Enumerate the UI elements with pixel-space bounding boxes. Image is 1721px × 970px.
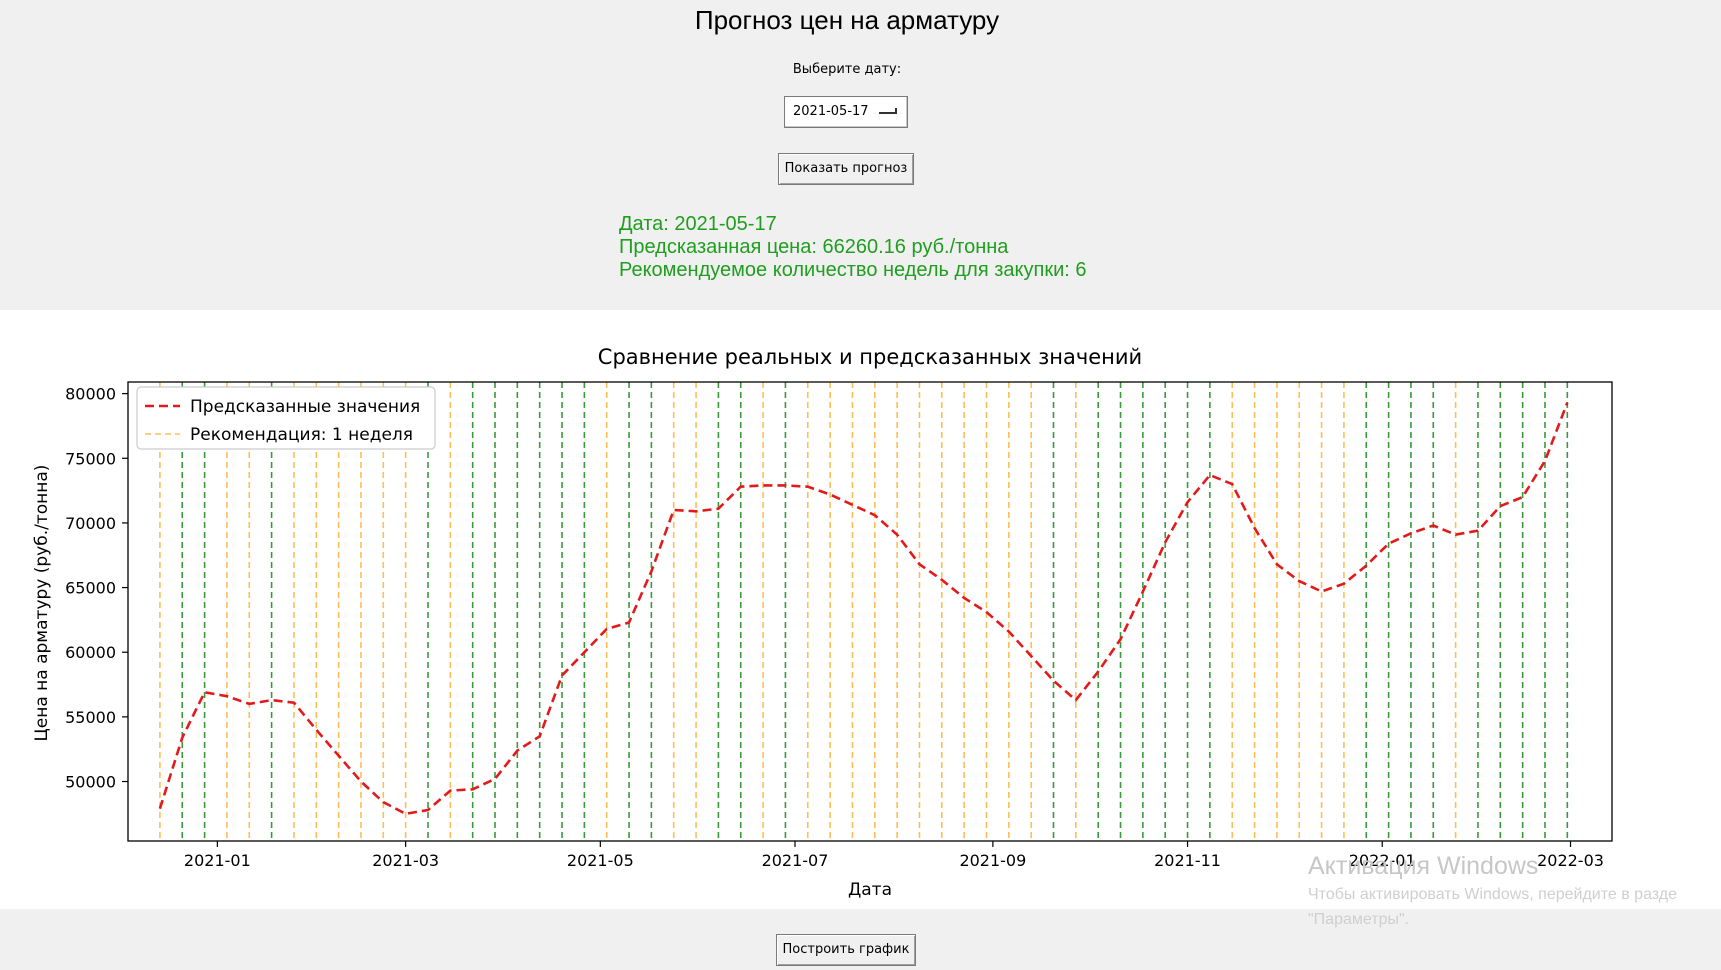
x-tick-label: 2022-01 <box>1349 851 1416 870</box>
date-value: 2021-05-17 <box>793 104 869 119</box>
date-label: Выберите дату: <box>792 62 902 77</box>
y-tick-label: 75000 <box>65 449 116 468</box>
legend-label-recommendation: Рекомендация: 1 неделя <box>190 425 413 445</box>
recommendation-lines <box>159 382 1569 841</box>
x-tick-label: 2021-05 <box>567 851 634 870</box>
x-tick-label: 2022-03 <box>1537 851 1604 870</box>
y-tick-label: 50000 <box>65 773 116 792</box>
x-tick-label: 2021-03 <box>372 851 439 870</box>
result-date: Дата: 2021-05-17 <box>619 213 777 235</box>
watermark-line2: "Параметры". <box>1308 911 1410 928</box>
chart: 2021-01 2021-03 2021-05 2021-07 2021-09 2021-… <box>32 345 1613 900</box>
y-axis-label: Цена на арматуру (руб./тонна) <box>32 465 52 742</box>
date-picker[interactable]: 2021-05-17 <box>784 96 908 128</box>
x-axis-label: Дата <box>848 880 892 900</box>
predicted-series-line <box>158 402 1569 816</box>
x-tick-label: 2021-01 <box>184 851 251 870</box>
y-tick-label: 60000 <box>65 643 116 662</box>
x-tick-label: 2021-09 <box>959 851 1026 870</box>
result-weeks: Рекомендуемое количество недель для заку… <box>619 259 1087 281</box>
legend-box <box>136 386 436 450</box>
legend: Предсказанные значения Рекомендация: 1 н… <box>136 386 436 450</box>
app-title: Прогноз цен на арматуру <box>694 5 1000 35</box>
y-tick-label: 55000 <box>65 708 116 727</box>
dropdown-icon <box>879 108 897 114</box>
x-tick-label: 2021-07 <box>762 851 829 870</box>
show-forecast-button[interactable]: Показать прогноз <box>778 153 914 185</box>
x-axis: 2021-01 2021-03 2021-05 2021-07 2021-09 2021-… <box>184 841 1604 870</box>
y-tick-label: 70000 <box>65 514 116 533</box>
x-tick-label: 2021-11 <box>1154 851 1221 870</box>
y-tick-label: 80000 <box>65 385 116 404</box>
chart-area: 2021-01 2021-03 2021-05 2021-07 2021-09 2021-… <box>0 310 1721 909</box>
y-axis: 50000 55000 60000 65000 70000 75000 80000 <box>65 385 128 792</box>
result-price: Предсказанная цена: 66260.16 руб./тонна <box>619 236 1009 258</box>
legend-label-predicted: Предсказанные значения <box>190 397 420 417</box>
plot-frame <box>127 381 1613 842</box>
build-chart-button[interactable]: Построить график <box>776 934 916 966</box>
y-tick-label: 65000 <box>65 579 116 598</box>
chart-title: Сравнение реальных и предсказанных значе… <box>598 345 1142 369</box>
